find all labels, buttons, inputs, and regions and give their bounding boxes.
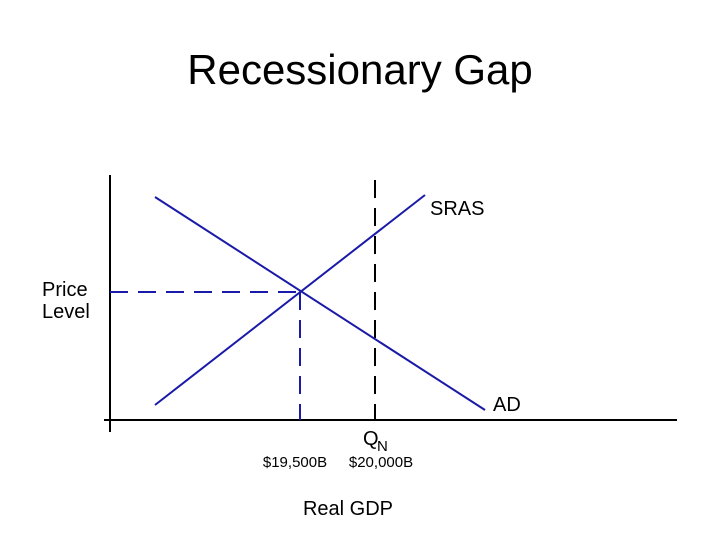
ad-label: AD xyxy=(493,394,521,416)
x-label: $20,000B xyxy=(349,454,413,471)
y-axis-label: Price xyxy=(42,279,88,301)
qn-subscript: N xyxy=(377,438,388,455)
y-axis-label: Level xyxy=(42,301,90,323)
ad-curve xyxy=(154,196,486,411)
sras-curve xyxy=(154,194,426,406)
title: Recessionary Gap xyxy=(187,46,533,93)
x-label: $19,500B xyxy=(263,454,327,471)
sras-label: SRAS xyxy=(430,198,484,220)
x-axis-label: Real GDP xyxy=(303,498,393,520)
qn-symbol: Q xyxy=(363,428,379,450)
